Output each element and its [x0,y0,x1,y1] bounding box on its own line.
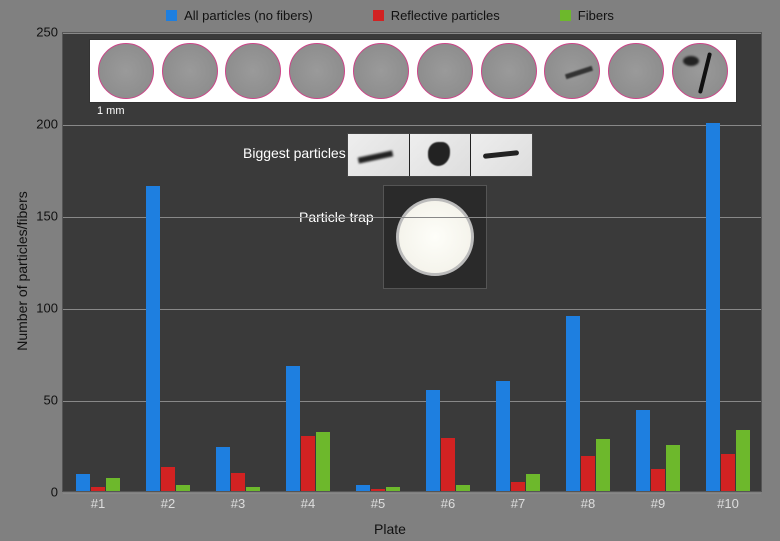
x-tick-label: #9 [651,496,665,511]
bar [596,439,610,491]
x-tick-label: #5 [371,496,385,511]
bar [176,485,190,491]
bar [426,390,440,491]
plate-thumbnail [544,43,600,99]
bar [721,454,735,491]
bar [286,366,300,491]
particle-thumb [471,134,532,176]
x-tick-label: #4 [301,496,315,511]
bar [356,485,370,491]
bar [231,473,245,491]
bar [651,469,665,491]
particle-trap-inset [383,185,487,289]
grid-line [63,493,761,494]
legend-label: Reflective particles [391,8,500,23]
plate-thumbnail-strip [89,39,737,103]
bar [91,487,105,491]
plot-area: 1 mm Biggest particles Particle trap #1#… [62,32,762,492]
bar [76,474,90,491]
particle-thumb [410,134,471,176]
trap-disc [396,198,474,276]
bar [581,456,595,491]
bar [456,485,470,491]
bar [386,487,400,491]
legend-item: Fibers [560,8,614,23]
bar [216,447,230,491]
bar [511,482,525,491]
scale-bar-label: 1 mm [97,105,125,117]
plate-thumbnail [608,43,664,99]
bar [636,410,650,491]
legend-label: All particles (no fibers) [184,8,313,23]
plate-thumbnail [481,43,537,99]
x-tick-label: #8 [581,496,595,511]
x-tick-label: #3 [231,496,245,511]
x-tick-label: #2 [161,496,175,511]
y-tick-label: 0 [18,485,58,500]
bar [706,123,720,491]
bar [566,316,580,491]
plate-thumbnail [225,43,281,99]
particle-thumb [348,134,409,176]
bar [496,381,510,491]
legend-item: All particles (no fibers) [166,8,313,23]
y-tick-label: 100 [18,301,58,316]
legend-item: Reflective particles [373,8,500,23]
bar [666,445,680,491]
plate-thumbnail [162,43,218,99]
x-tick-label: #7 [511,496,525,511]
biggest-particles-label: Biggest particles [243,145,346,161]
bar [526,474,540,491]
bar [246,487,260,491]
bar [736,430,750,491]
plate-thumbnail [289,43,345,99]
legend-swatch [166,10,177,21]
legend-swatch [373,10,384,21]
y-tick-label: 50 [18,393,58,408]
grid-line [63,33,761,34]
bar [301,436,315,491]
legend: All particles (no fibers) Reflective part… [0,8,780,23]
plate-thumbnail [98,43,154,99]
plate-thumbnail [417,43,473,99]
bar [146,186,160,491]
bar [106,478,120,491]
x-tick-label: #10 [717,496,739,511]
grid-line [63,125,761,126]
legend-swatch [560,10,571,21]
y-tick-label: 250 [18,25,58,40]
x-tick-label: #1 [91,496,105,511]
legend-label: Fibers [578,8,614,23]
y-tick-label: 200 [18,117,58,132]
grid-line [63,401,761,402]
x-tick-label: #6 [441,496,455,511]
bar [161,467,175,491]
biggest-particles-inset [347,133,533,177]
plate-thumbnail [672,43,728,99]
grid-line [63,217,761,218]
bar [441,438,455,491]
x-axis-label: Plate [374,521,406,537]
bar [316,432,330,491]
y-tick-label: 150 [18,209,58,224]
grid-line [63,309,761,310]
plate-thumbnail [353,43,409,99]
bar [371,489,385,491]
